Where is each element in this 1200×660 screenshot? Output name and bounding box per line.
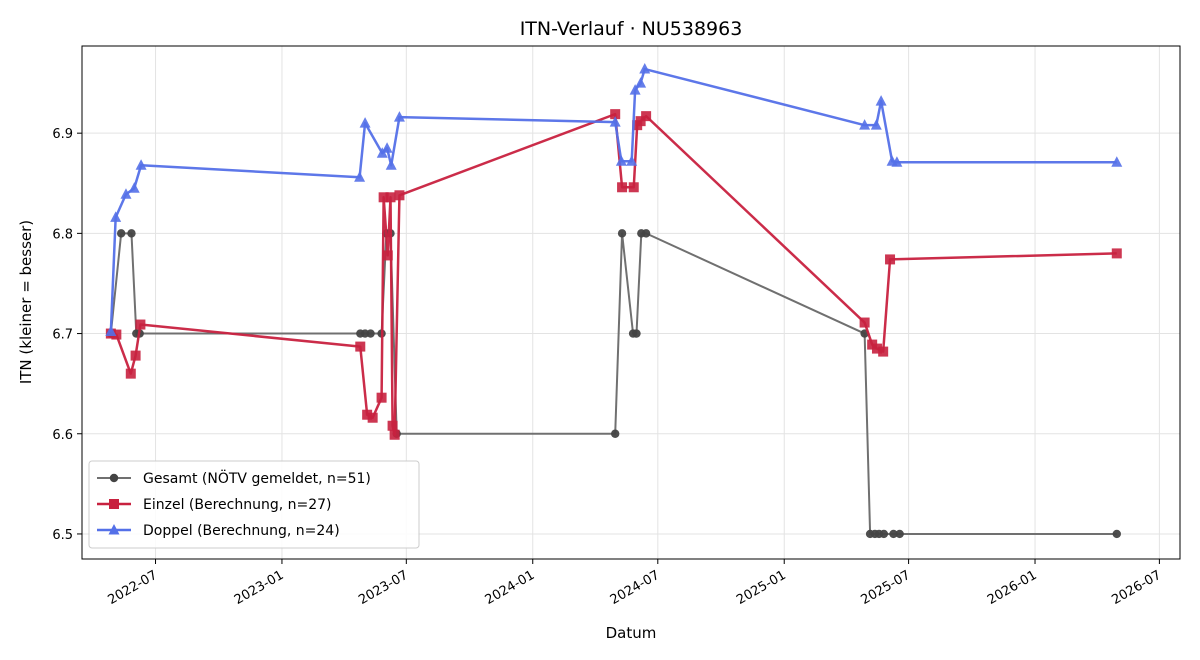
data-point-einzel [111,329,122,340]
data-point-doppel [615,155,627,166]
data-point-doppel [110,211,122,222]
legend-marker [108,524,120,535]
data-point-doppel [1111,156,1123,167]
data-point-einzel [355,341,366,352]
data-point-doppel [105,325,117,337]
data-point-einzel [610,109,621,120]
data-point-doppel [120,188,132,199]
x-tick-label: 2024-01 [483,568,538,608]
data-point-gesamt [895,529,904,539]
data-point-einzel [1111,248,1122,259]
data-point-einzel [387,420,398,431]
data-point-doppel [859,119,871,130]
series-line-doppel [109,67,1117,332]
data-point-einzel [135,319,146,330]
y-axis: 6.5 6.6 6.7 6.8 6.9 [52,127,82,543]
data-point-einzel [376,392,387,403]
data-point-gesamt [610,429,620,438]
data-point-einzel [628,182,639,193]
x-tick-label: 2026-01 [985,568,1040,608]
x-tick-label: 2024-07 [608,568,663,608]
x-tick-label: 2025-07 [859,568,914,608]
data-point-gesamt [116,229,126,238]
data-point-einzel [617,182,628,193]
x-axis: 2022-07 2023-01 2023-07 2024-01 2024-07 2025-… [105,559,1164,608]
data-point-gesamt [632,329,641,338]
data-point-einzel [378,192,389,203]
data-point-einzel [635,116,646,127]
data-point-doppel [635,77,647,88]
legend: Gesamt (NÖTV gemeldet, n=51) Einzel (Bere… [88,460,420,549]
data-point-gesamt [641,229,651,238]
y-tick-label: 6.7 [52,328,73,343]
y-axis-label: ITN (kleiner = besser) [17,220,35,384]
data-point-einzel [871,343,882,354]
series-einzel [105,109,1122,440]
data-point-einzel [362,409,373,420]
data-point-doppel [354,171,366,182]
data-point-doppel [609,116,621,127]
data-point-gesamt [889,529,898,539]
legend-frame [88,460,420,549]
data-point-einzel [130,350,141,361]
y-tick-label: 6.5 [52,528,73,543]
data-point-doppel [385,159,397,170]
x-tick-label: 2023-07 [356,568,411,608]
x-axis-label: Datum [606,624,657,642]
data-point-doppel [381,142,393,153]
y-tick-label: 6.6 [52,428,73,443]
data-point-gesamt [879,529,889,539]
data-point-doppel [359,117,371,128]
legend-entry-label: Einzel (Berechnung, n=27) [143,497,332,513]
data-point-doppel [393,111,405,122]
data-point-doppel [870,119,882,130]
data-point-einzel [125,368,136,379]
data-point-gesamt [366,329,375,338]
y-tick-label: 6.8 [52,227,73,242]
data-point-gesamt [617,229,627,238]
series-doppel [105,63,1123,337]
data-point-einzel [385,192,396,203]
x-tick-label: 2025-01 [734,568,789,608]
data-point-doppel [629,84,641,95]
data-point-doppel [135,159,147,170]
legend-entry-label: Doppel (Berechnung, n=24) [143,523,340,539]
x-tick-label: 2022-07 [105,568,160,608]
data-point-einzel [382,250,393,261]
legend-entry-label: Gesamt (NÖTV gemeldet, n=51) [143,469,371,487]
data-point-doppel [626,155,638,166]
data-point-einzel [389,429,400,440]
chart-title: ITN-Verlauf · NU538963 [520,18,743,40]
data-point-doppel [639,63,651,74]
plot-frame [81,45,1181,560]
data-point-einzel [878,346,889,357]
y-tick-label: 6.9 [52,127,73,142]
data-point-doppel [891,156,903,167]
data-point-einzel [859,317,870,328]
data-point-einzel [367,412,378,423]
legend-marker [109,473,119,483]
data-point-einzel [885,254,896,265]
data-point-doppel [128,182,140,193]
legend-marker [109,499,119,509]
data-point-einzel [394,190,405,201]
series-layer [105,63,1123,539]
x-tick-label: 2026-07 [1109,568,1164,608]
data-point-einzel [641,111,652,122]
data-point-gesamt [1112,529,1121,539]
data-point-doppel [875,95,887,106]
data-point-gesamt [127,229,136,238]
x-tick-label: 2023-01 [232,568,287,608]
